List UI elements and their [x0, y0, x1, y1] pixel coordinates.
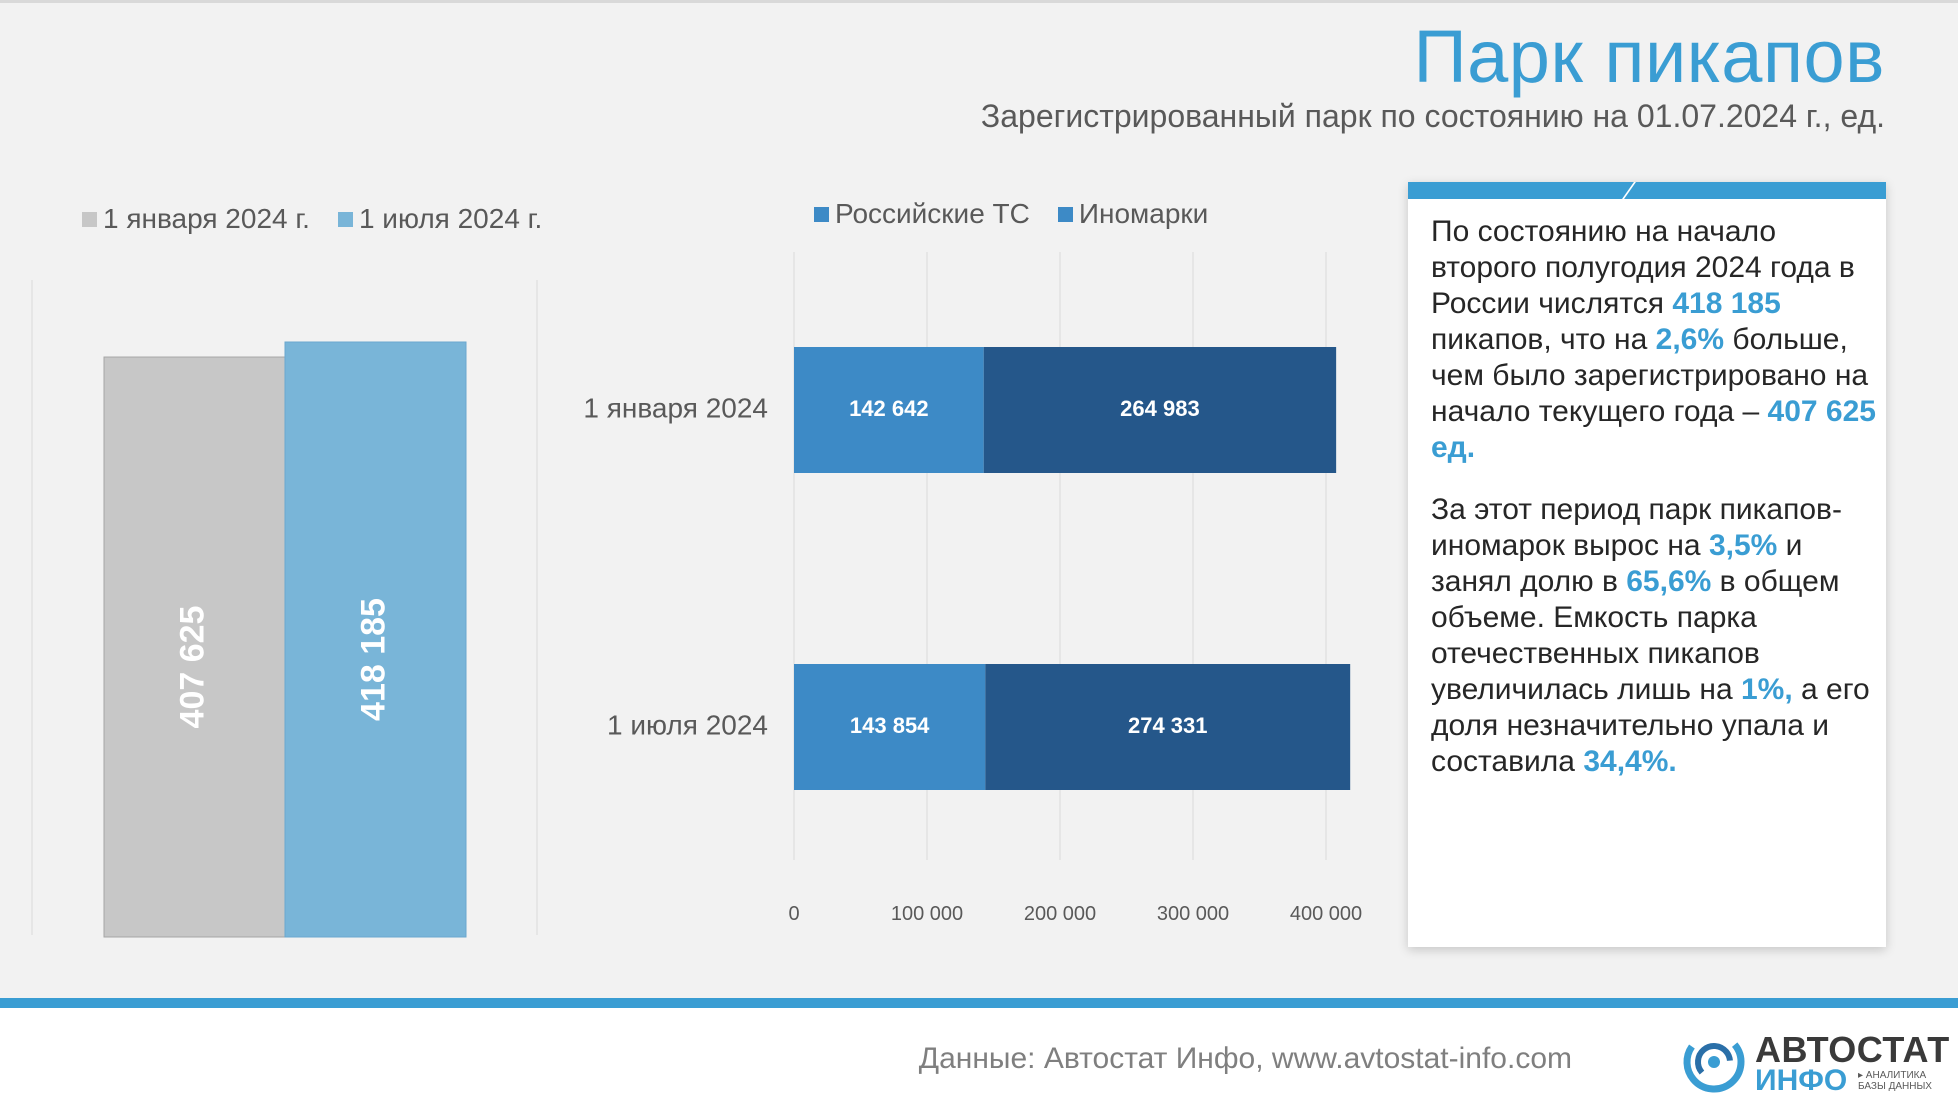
bar-segment-1-1 [985, 664, 1351, 790]
right-chart-legend: Российские ТС Иномарки [814, 198, 1236, 230]
footer: Данные: Автостат Инфо, www.avtostat-info… [0, 1008, 1958, 1110]
bar-total-label-1: 418 185 [354, 598, 392, 721]
p1-text-1: По состоянию на начало второго полугодия… [1431, 215, 1855, 320]
bar-segment-1-0 [794, 664, 986, 790]
p1-text-3: больше, чем было зарегистрировано на нач… [1431, 323, 1869, 428]
legend-label-jan: 1 января 2024 г. [103, 203, 310, 234]
p1-highlight-growth: 2,6% [1655, 323, 1725, 356]
bar-segment-0-1 [983, 347, 1337, 473]
summary-text: По состоянию на начало второго полугодия… [1431, 214, 1876, 806]
category-label-0: 1 января 2024 [583, 392, 768, 423]
legend-label-russian: Российские ТС [835, 198, 1030, 229]
legend-label-foreign: Иномарки [1078, 198, 1209, 229]
bar-segment-label-1-1: 274 331 [1128, 713, 1208, 738]
logo-text-bottom: ИНФО [1755, 1064, 1848, 1097]
p2-text-4: а его доля незначительно упала и состави… [1431, 673, 1870, 778]
x-tick-label-4: 400 000 [1290, 903, 1362, 925]
top-divider [0, 0, 1958, 3]
logo-text-top: АВТОСТАТ [1755, 1029, 1950, 1070]
bar-total-label-0: 407 625 [173, 606, 211, 729]
avtostat-logo: АВТОСТАТ ИНФО ▸ АНАЛИТИКА БАЗЫ ДАННЫХ [1680, 1026, 1949, 1097]
p2-highlight-russian-share: 34,4%. [1583, 745, 1677, 778]
p2-text-3: в общем объеме. Емкость парка отечествен… [1431, 565, 1840, 706]
p2-text-2: и занял долю в [1431, 529, 1803, 598]
logo-tagline: ▸ АНАЛИТИКА БАЗЫ ДАННЫХ [1858, 1070, 1932, 1092]
summary-paragraph-1: По состоянию на начало второго полугодия… [1431, 214, 1876, 466]
category-label-1: 1 июля 2024 [607, 709, 768, 740]
legend-swatch-foreign [1057, 206, 1073, 222]
footer-accent-band [0, 998, 1958, 1008]
panel-bar-cut [1622, 182, 1636, 199]
x-tick-label-2: 200 000 [1024, 903, 1096, 925]
stacked-fleet-bar-chart: 142 642 264 983 143 854 274 331 0 100 000 200… [583, 252, 1362, 925]
page-subtitle: Зарегистрированный парк по состоянию на … [980, 98, 1885, 134]
left-chart-legend: 1 января 2024 г. 1 июля 2024 г. [82, 203, 570, 235]
p2-highlight-foreign-share: 65,6% [1626, 565, 1712, 598]
legend-label-jul: 1 июля 2024 г. [358, 203, 543, 234]
bar-total-0 [103, 356, 286, 938]
x-tick-label-3: 300 000 [1157, 903, 1229, 925]
panel-accent-bar [1408, 182, 1886, 199]
p2-highlight-russian-growth: 1%, [1740, 673, 1793, 706]
bar-total-1 [284, 341, 467, 938]
legend-item-foreign: Иномарки [1057, 198, 1209, 230]
p2-highlight-foreign-growth: 3,5% [1708, 529, 1778, 562]
p1-highlight-start: 407 625 ед. [1431, 395, 1876, 464]
p1-text-2: пикапов, что на [1431, 323, 1656, 356]
legend-item-jan: 1 января 2024 г. [82, 203, 310, 235]
bar-segment-label-1-0: 143 854 [850, 713, 930, 738]
legend-item-russian: Российские ТС [814, 198, 1030, 230]
legend-swatch-jul [337, 211, 353, 227]
bar-segment-0-0 [794, 347, 984, 473]
footer-source: Данные: Автостат Инфо, www.avtostat-info… [918, 1042, 1572, 1075]
legend-swatch-russian [814, 206, 829, 222]
page-title: Парк пикапов [1413, 15, 1885, 98]
p2-text-1: За этот период парк пикапов- иномарок вы… [1431, 493, 1842, 562]
bar-segment-label-0-1: 264 983 [1120, 396, 1200, 421]
x-tick-label-0: 0 [788, 903, 799, 925]
legend-swatch-jan [82, 211, 97, 227]
p1-highlight-total: 418 185 [1672, 287, 1781, 320]
total-fleet-bar-chart: 407 625 418 185 [31, 280, 538, 938]
bar-segment-label-0-0: 142 642 [849, 396, 929, 421]
x-tick-label-1: 100 000 [891, 903, 963, 925]
summary-panel: По состоянию на начало второго полугодия… [1408, 182, 1886, 947]
logo-swirl-icon [1683, 1031, 1745, 1093]
legend-item-jul: 1 июля 2024 г. [337, 203, 543, 235]
summary-paragraph-2: За этот период парк пикапов- иномарок вы… [1431, 492, 1876, 780]
